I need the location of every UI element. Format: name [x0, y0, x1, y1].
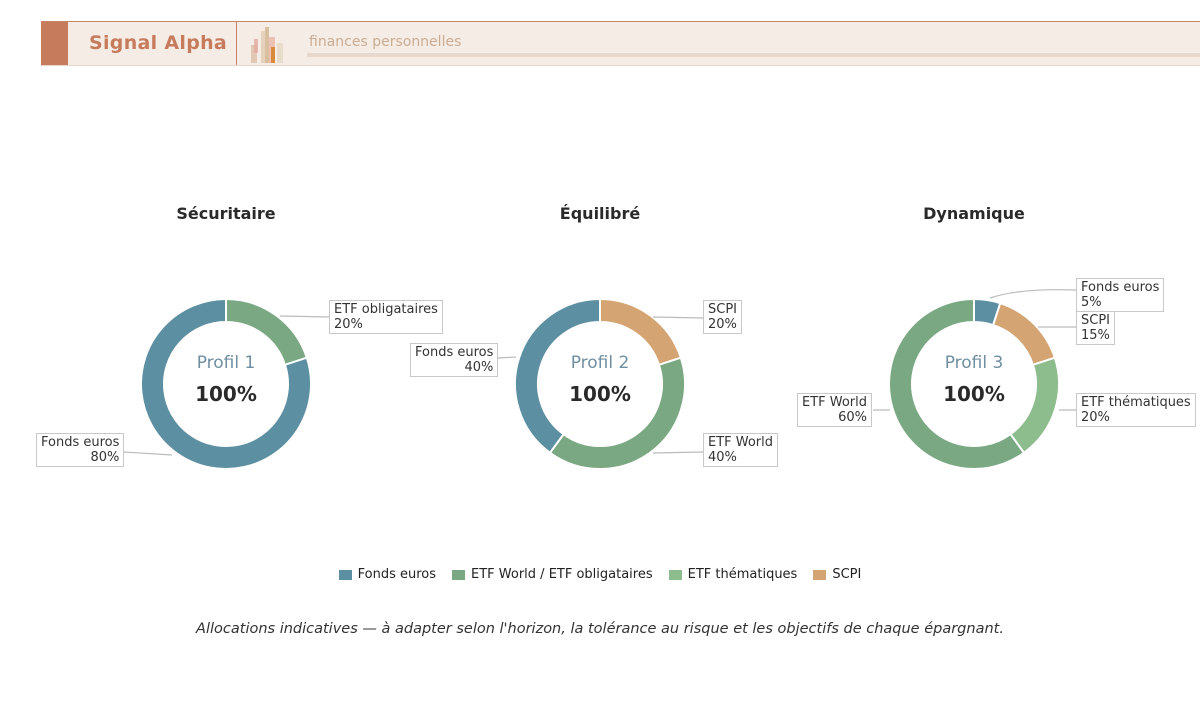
slice-name: SCPI	[708, 302, 738, 317]
legend-item-scpi[interactable]: SCPI	[813, 567, 861, 582]
center-label: Profil 3	[945, 353, 1004, 373]
legend-label: Fonds euros	[357, 567, 437, 582]
bar-chart-logo-icon	[251, 27, 283, 63]
slice-value: 20%	[708, 317, 737, 332]
center-label: Profil 1	[197, 353, 256, 373]
center-value: 100%	[569, 382, 631, 406]
footnote: Allocations indicatives — à adapter selo…	[196, 621, 1004, 637]
legend-item-etf-world[interactable]: ETF World / ETF obligataires	[452, 567, 653, 582]
legend: Fonds euros ETF World / ETF obligataires…	[0, 567, 1200, 582]
slice-name: Fonds euros	[415, 345, 494, 360]
slice-label: SCPI 20%	[703, 300, 743, 334]
leader-line	[497, 356, 517, 359]
legend-label: SCPI	[832, 567, 862, 582]
legend-swatch	[452, 569, 466, 580]
legend-swatch	[668, 569, 682, 580]
slice-value: 20%	[1081, 410, 1110, 425]
legend-item-fonds-euros[interactable]: Fonds euros	[338, 567, 437, 582]
slice-name: ETF obligataires	[334, 302, 438, 317]
leader-line	[123, 451, 173, 456]
slice-label: Fonds euros 5%	[1076, 278, 1165, 312]
chart-title: Équilibré	[559, 204, 641, 223]
donut-slice[interactable]	[514, 297, 601, 455]
header-underline	[307, 53, 1200, 57]
legend-item-etf-thematiques[interactable]: ETF thématiques	[668, 567, 798, 582]
slice-name: Fonds euros	[41, 435, 120, 450]
slice-label: ETF World 40%	[703, 433, 779, 467]
donut-slice[interactable]	[888, 297, 1026, 470]
brand-name: Signal Alpha	[89, 32, 228, 54]
donut-slice[interactable]	[1009, 356, 1060, 455]
leader-line	[279, 315, 330, 318]
slice-label: ETF World 60%	[797, 393, 873, 427]
slice-label: Fonds euros 40%	[410, 343, 499, 377]
slice-value: 5%	[1081, 295, 1102, 310]
chart-title: Dynamique	[923, 204, 1025, 223]
slice-label: ETF obligataires 20%	[329, 300, 443, 334]
slice-value: 40%	[464, 360, 494, 375]
legend-swatch	[813, 569, 827, 580]
slice-label: ETF thématiques 20%	[1076, 393, 1196, 427]
slice-name: ETF thématiques	[1081, 395, 1191, 410]
leader-line	[652, 316, 704, 319]
donut-slice[interactable]	[140, 297, 312, 470]
leader-line	[652, 451, 704, 454]
slice-name: ETF World	[708, 435, 774, 450]
slice-name: ETF World	[802, 395, 868, 410]
slice-value: 20%	[334, 317, 363, 332]
slice-name: SCPI	[1081, 313, 1111, 328]
center-label: Profil 2	[571, 353, 630, 373]
leader-line	[989, 289, 1077, 299]
slice-value: 80%	[90, 450, 120, 465]
slice-value: 40%	[708, 450, 737, 465]
header-tagline: finances personnelles	[309, 34, 462, 50]
slice-value: 15%	[1081, 328, 1110, 343]
legend-label: ETF World / ETF obligataires	[471, 567, 653, 582]
legend-swatch	[338, 569, 352, 580]
slice-label: Fonds euros 80%	[36, 433, 125, 467]
slice-label: SCPI 15%	[1076, 311, 1116, 345]
slice-value: 60%	[838, 410, 868, 425]
chart-title: Sécuritaire	[176, 204, 276, 223]
brand-accent-square	[41, 22, 68, 65]
slice-name: Fonds euros	[1081, 280, 1160, 295]
center-value: 100%	[195, 382, 257, 406]
header-bar: Signal Alpha finances personnelles	[41, 21, 1200, 66]
center-value: 100%	[943, 382, 1005, 406]
legend-label: ETF thématiques	[687, 567, 798, 582]
header-divider	[236, 22, 237, 65]
